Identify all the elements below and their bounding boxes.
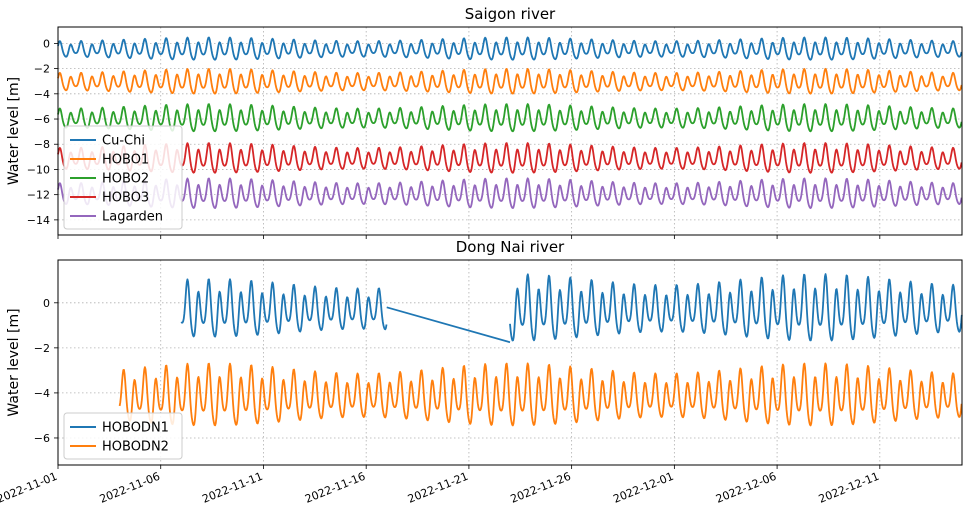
y-tick-label: 0 — [43, 37, 50, 50]
legend: Cu-Chi HOBO1 HOBO2 HOBO3 Lagarden — [63, 125, 183, 230]
series-gap-line — [386, 306, 511, 344]
x-tick-label: 2022-12-01 — [611, 470, 675, 506]
y-tick-label: −10 — [27, 163, 50, 176]
y-axis-label: Water level [m] — [6, 308, 22, 416]
series-hobo2 — [57, 103, 963, 133]
legend-label: HOBODN2 — [102, 440, 169, 455]
series-hobo1 — [57, 67, 963, 95]
y-tick-label: −8 — [34, 138, 50, 151]
x-tick-label: 2022-11-16 — [303, 470, 367, 506]
y-tick-label: 0 — [43, 297, 50, 310]
x-tick-label: 2022-11-01 — [0, 470, 59, 506]
series-line — [57, 67, 963, 95]
series-line — [57, 142, 963, 174]
y-tick-label: −4 — [34, 88, 50, 101]
legend-label: HOBO3 — [102, 191, 149, 206]
y-tick-label: −14 — [27, 214, 50, 227]
chart-title: Dong Nai river — [456, 238, 565, 256]
x-tick-label: 2022-11-11 — [200, 470, 264, 506]
grid-lines — [57, 260, 962, 465]
series-hobo3 — [57, 142, 963, 174]
legend-label: Lagarden — [102, 210, 163, 225]
series-cu-chi — [57, 36, 963, 61]
series-lagarden — [57, 177, 963, 209]
legend-label: Cu-Chi — [102, 134, 145, 149]
y-tick-label: −12 — [27, 189, 50, 202]
series-line-segment — [509, 273, 963, 342]
legend-label: HOBO1 — [102, 153, 149, 168]
series-line — [57, 103, 963, 133]
series-line-segment — [180, 278, 388, 338]
series-line — [118, 362, 963, 427]
legend: HOBODN1 HOBODN2 — [63, 412, 183, 460]
x-tick-label: 2022-11-06 — [98, 470, 162, 506]
x-tick-label: 2022-11-21 — [406, 470, 470, 506]
y-tick-label: −2 — [34, 342, 50, 355]
series-lines — [57, 36, 963, 209]
series-line — [57, 36, 963, 61]
series-hobodn1 — [180, 273, 963, 344]
y-tick-label: −6 — [34, 432, 50, 445]
x-tick-label: 2022-12-11 — [817, 470, 881, 506]
legend-label: HOBO2 — [102, 172, 149, 187]
x-axis-ticks: 2022-11-01 2022-11-06 2022-11-11 2022-11-16… — [0, 465, 881, 506]
x-tick-label: 2022-11-26 — [509, 470, 573, 506]
plot-area-frame — [57, 259, 963, 466]
series-lines — [118, 273, 963, 427]
chart-title: Saigon river — [465, 5, 556, 23]
plot-area-frame — [57, 26, 963, 236]
y-axis-ticks: 0 −2 −4 −6 — [34, 297, 58, 445]
y-tick-label: −2 — [34, 63, 50, 76]
series-line — [57, 177, 963, 209]
x-axis-ticks — [57, 235, 881, 239]
legend-box — [63, 125, 183, 230]
legend-label: HOBODN1 — [102, 421, 169, 436]
y-axis-label: Water level [m] — [6, 77, 22, 185]
x-tick-label: 2022-12-06 — [714, 470, 778, 506]
series-hobodn2 — [118, 362, 963, 427]
y-tick-label: −4 — [34, 387, 50, 400]
saigon-river-panel: Saigon river Water level [m] 0 −2 −4 −6 −8 −1… — [6, 5, 963, 239]
dong-nai-river-panel: Dong Nai river Water level [m] 0 −2 −4 −6 2… — [0, 238, 963, 506]
y-tick-label: −6 — [34, 113, 50, 126]
y-axis-ticks: 0 −2 −4 −6 −8 −10 −12 −14 — [27, 37, 58, 227]
legend-box — [63, 412, 183, 460]
